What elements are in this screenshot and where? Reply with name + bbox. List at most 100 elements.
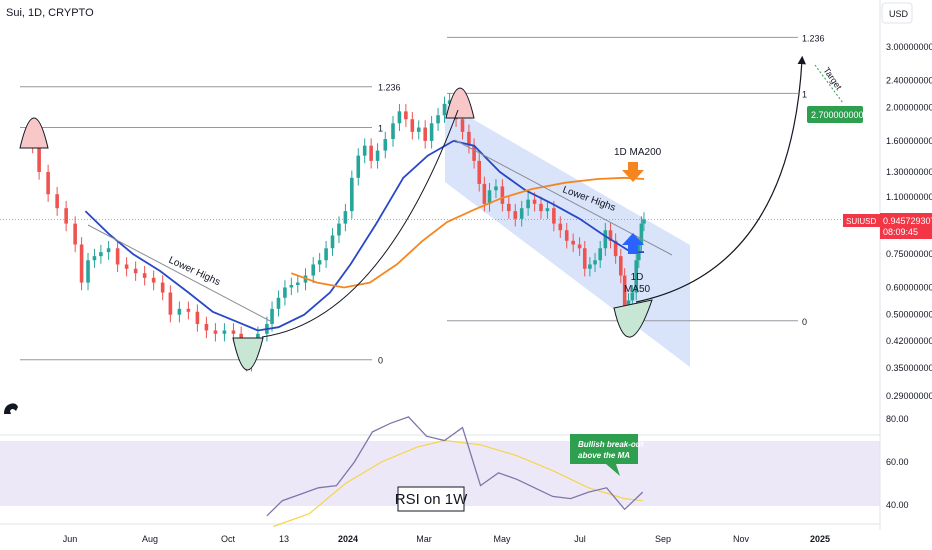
candle-body [398,111,402,123]
candle-body [526,200,530,209]
price-tag-price: 0.945729307 [883,216,932,226]
candle-body [423,128,427,141]
time-axis-tick: Sep [655,534,671,544]
candle-body [337,224,341,236]
candle-body [344,211,348,223]
price-axis-tick: 2.000000000 [886,103,932,113]
target-tag-value: 2.700000000 [811,110,864,120]
ma50-label-line1: 1D [631,272,644,283]
candle-body [196,312,200,324]
main-plot-area[interactable] [0,0,880,432]
candle-body [598,248,602,260]
candle-body [513,211,517,219]
candle-body [391,123,395,139]
candle-body [494,186,498,190]
candle-body [436,115,440,123]
candle-body [619,256,623,275]
candle-body [376,151,380,161]
time-axis-tick: Jul [574,534,586,544]
candle-body [363,146,367,156]
candle-body [277,298,281,309]
candle-body [86,260,90,282]
time-axis-tick: Jun [63,534,78,544]
fib-level-right-label: 0 [802,317,807,327]
candle-body [571,241,575,245]
ma50-label-line2: MA50 [624,284,651,295]
candle-body [383,139,387,150]
candle-body [642,220,646,224]
candle-body [324,248,328,260]
candle-body [461,119,465,132]
candle-body [134,269,138,273]
candle-body [116,248,120,264]
time-axis-tick: May [493,534,511,544]
candle-body [125,264,129,268]
candle-body [55,194,59,208]
candle-body [46,172,50,194]
candle-body [99,252,103,256]
currency-selector[interactable]: USD [882,3,912,23]
candle-body [588,264,592,268]
candle-body [143,273,147,278]
candle-body [520,208,524,219]
time-axis-tick: Oct [221,534,236,544]
candle-body [552,208,556,223]
rsi-title-box: RSI on 1W [395,487,468,511]
candle-body [356,156,360,178]
time-axis-tick: Mar [416,534,432,544]
price-axis-tick: 3.000000000 [886,42,932,52]
candle-body [430,123,434,141]
candle-body [578,244,582,248]
candle-body [80,244,84,282]
time-axis-tick: 13 [279,534,289,544]
rsi-axis-tick: 60.00 [886,457,909,467]
price-tag-countdown: 08:09:45 [883,227,918,237]
candle-body [604,230,608,248]
candle-body [214,330,218,333]
price-tag-symbol: SUIUSD [846,217,876,226]
candle-body [161,283,165,293]
candle-body [187,309,191,312]
candle-body [223,330,227,333]
candle-body [283,287,287,297]
rsi-callout-line1: Bullish break-out [578,440,644,449]
candle-body [501,186,505,203]
candle-body [559,224,563,231]
price-axis-tick: 0.350000000 [886,363,932,373]
rsi-title: RSI on 1W [395,491,468,508]
candle-body [350,178,354,211]
candle-body [318,260,322,264]
candle-body [546,208,550,211]
candle-body [73,224,77,245]
candle-body [37,146,41,172]
candle-body [477,161,481,184]
fib-level-left-label: 0 [378,356,383,366]
candle-body [565,230,569,241]
candle-body [64,208,68,223]
candle-body [232,330,236,333]
time-axis-tick: 2024 [338,534,358,544]
candle-body [443,104,447,115]
rsi-callout-line2: above the MA [578,451,630,460]
candle-body [169,293,173,315]
price-axis-tick: 0.290000000 [886,391,932,401]
fib-level-right-label: 1.236 [802,33,825,43]
fib-level-left-label: 1.236 [378,83,401,93]
candle-body [178,309,182,315]
candle-body [507,204,511,211]
time-axis-tick: 2025 [810,534,830,544]
candle-body [311,264,315,275]
candle-body [107,248,111,252]
price-axis-tick: 2.400000000 [886,75,932,85]
candle-body [331,235,335,248]
candle-body [369,146,373,161]
target-tag: 2.700000000 [807,106,864,123]
currency-label: USD [889,9,909,19]
candle-body [93,256,97,260]
